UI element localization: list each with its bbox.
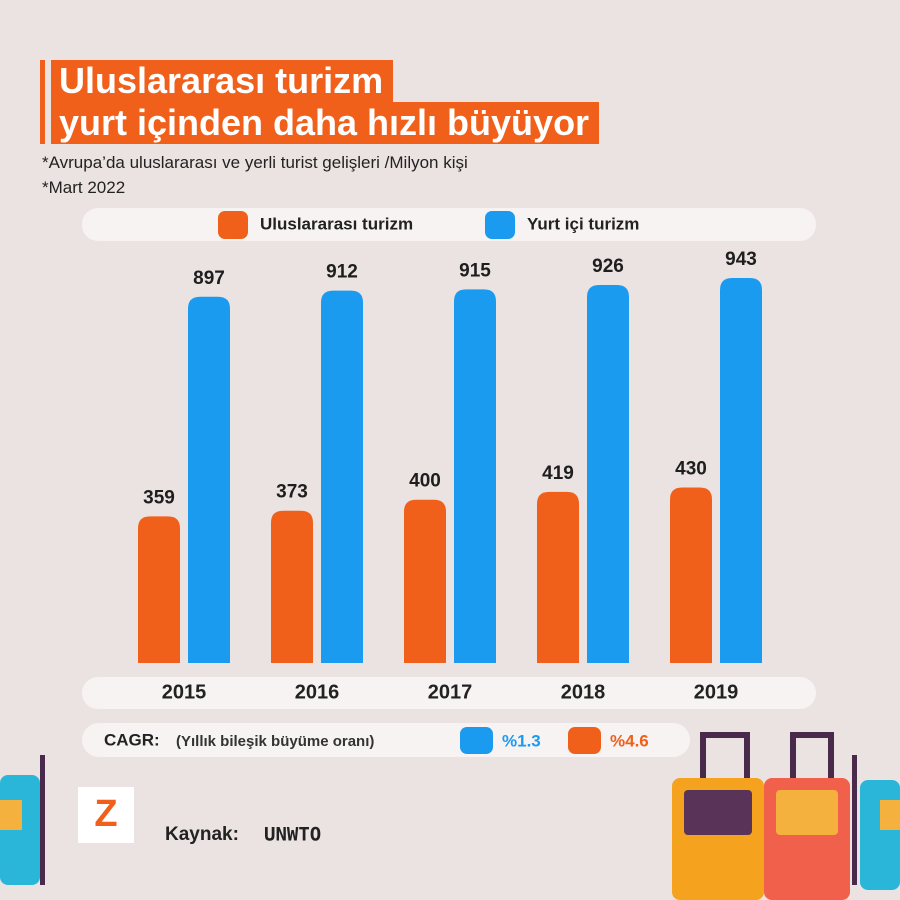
cagr-value: %1.3 <box>502 731 541 750</box>
value-label: 915 <box>459 260 491 281</box>
bar <box>321 290 363 663</box>
cagr-swatch <box>460 727 493 754</box>
x-tick-label: 2017 <box>428 681 473 703</box>
decoration <box>0 732 900 900</box>
value-label: 926 <box>592 256 624 277</box>
note: *Mart 2022 <box>42 178 126 197</box>
x-tick-label: 2015 <box>162 681 207 703</box>
legend-box <box>82 208 816 241</box>
value-label: 897 <box>193 268 225 289</box>
cagr-label: CAGR: <box>104 730 160 749</box>
bar <box>138 516 180 663</box>
source-label: Kaynak: <box>165 824 239 845</box>
bar <box>188 296 230 663</box>
logo-box <box>78 787 134 843</box>
value-label: 359 <box>143 487 175 508</box>
chart-title: Uluslararası turizm <box>51 60 394 102</box>
cagr-swatch <box>568 727 601 754</box>
x-tick-label: 2019 <box>694 681 739 703</box>
logo: Z <box>94 793 117 835</box>
subtitle: *Avrupa’da uluslararası ve yerli turist … <box>42 153 468 172</box>
title-block: Uluslararası turizm yurt içinden daha hı… <box>40 60 600 144</box>
legend-label: Uluslararası turizm <box>260 214 413 233</box>
cagr-note: (Yıllık bileşik büyüme oranı) <box>176 733 374 750</box>
source-value: UNWTO <box>264 824 321 846</box>
chart-title: yurt içinden daha hızlı büyüyor <box>51 102 600 144</box>
value-label: 430 <box>675 458 707 479</box>
cagr-value: %4.6 <box>610 731 649 750</box>
bar <box>454 289 496 663</box>
cagr-box <box>82 723 690 757</box>
bar <box>404 499 446 663</box>
value-label: 400 <box>409 471 441 492</box>
bar <box>587 284 629 663</box>
bar <box>537 491 579 663</box>
x-tick-label: 2018 <box>561 681 606 703</box>
legend-swatch <box>485 211 515 239</box>
bar <box>271 510 313 663</box>
bar <box>670 487 712 663</box>
value-label: 373 <box>276 482 308 503</box>
value-label: 912 <box>326 262 358 283</box>
subtitle-block: *Avrupa’da uluslararası ve yerli turist … <box>42 150 468 200</box>
legend-label: Yurt içi turizm <box>527 214 639 233</box>
legend-swatch <box>218 211 248 239</box>
value-label: 943 <box>725 249 757 270</box>
axis-box <box>82 677 816 709</box>
x-tick-label: 2016 <box>295 681 340 703</box>
value-label: 419 <box>542 463 574 484</box>
bar <box>720 278 762 663</box>
